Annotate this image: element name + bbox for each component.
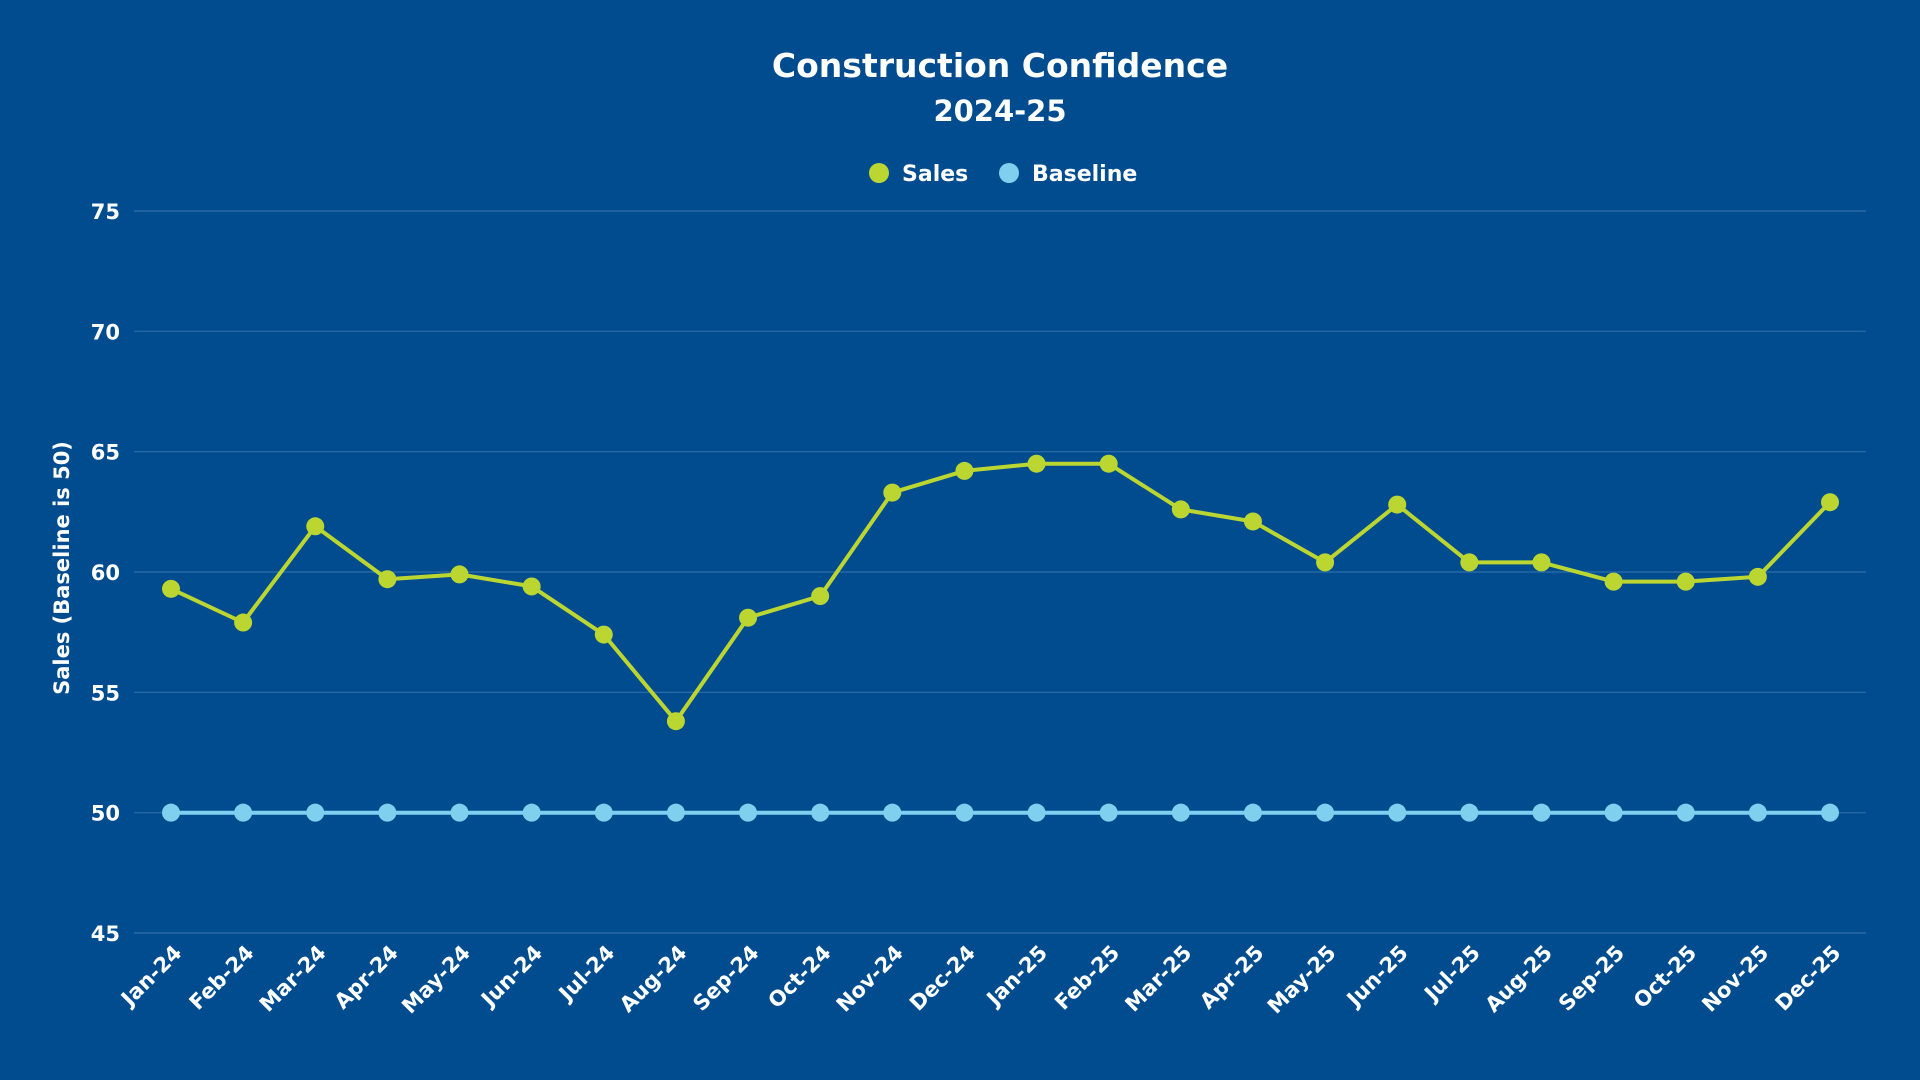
x-tick-label: Dec-25 [1771, 941, 1846, 1016]
x-tick-label: Jan-25 [981, 941, 1052, 1012]
sales-point [666, 712, 685, 731]
sales-point [883, 483, 902, 502]
sales-point [1171, 500, 1190, 519]
baseline-point [1676, 803, 1695, 822]
baseline-point [1243, 803, 1262, 822]
series-baseline [162, 803, 1839, 822]
y-tick-label: 75 [91, 200, 120, 224]
y-axis-label: Sales (Baseline is 50) [50, 441, 74, 695]
baseline-point [378, 803, 397, 822]
sales-point [162, 579, 180, 598]
legend: Sales Baseline [869, 162, 1137, 187]
x-tick-label: Feb-24 [185, 941, 259, 1015]
legend-marker-baseline [999, 163, 1019, 183]
legend-marker-sales [869, 163, 889, 183]
sales-point [1243, 512, 1262, 531]
x-tick-label: Jan-24 [115, 941, 186, 1012]
baseline-point [1532, 803, 1551, 822]
baseline-point [450, 803, 469, 822]
y-axis: 45 50 55 60 65 70 75 [91, 200, 120, 946]
baseline-point [739, 803, 758, 822]
baseline-point [1171, 803, 1190, 822]
sales-point [1099, 454, 1118, 473]
legend-item-sales: Sales [869, 162, 968, 187]
sales-point [1027, 454, 1046, 473]
x-tick-label: Mar-24 [255, 941, 331, 1017]
sales-point [378, 570, 397, 589]
gridlines [134, 210, 1866, 934]
sales-point [1821, 493, 1839, 512]
y-tick-label: 65 [91, 441, 120, 465]
x-tick-label: May-25 [1263, 941, 1341, 1019]
x-tick-label: Jul-25 [1418, 941, 1484, 1007]
x-tick-label: Sep-24 [688, 941, 763, 1016]
baseline-point [811, 803, 830, 822]
x-tick-label: Jun-25 [1341, 941, 1413, 1013]
sales-point [594, 625, 613, 644]
baseline-point [955, 803, 974, 822]
baseline-point [883, 803, 902, 822]
baseline-point [162, 803, 180, 822]
x-tick-label: Sep-25 [1554, 941, 1629, 1016]
x-tick-label: Aug-25 [1481, 941, 1558, 1018]
baseline-point [1460, 803, 1479, 822]
sales-point [739, 608, 758, 627]
sales-point [1604, 572, 1623, 591]
sales-point [955, 461, 974, 480]
legend-label-baseline: Baseline [1032, 162, 1137, 187]
x-tick-label: Oct-25 [1629, 941, 1701, 1013]
x-tick-label: Dec-24 [905, 941, 980, 1016]
x-tick-label: Apr-25 [1195, 941, 1268, 1014]
baseline-point [1821, 803, 1839, 822]
sales-point [234, 613, 253, 632]
x-tick-label: Jul-24 [553, 941, 619, 1007]
sales-point [1676, 572, 1695, 591]
baseline-point [306, 803, 325, 822]
y-tick-label: 55 [91, 681, 120, 705]
x-tick-label: Nov-25 [1697, 941, 1773, 1017]
x-tick-label: Feb-25 [1050, 941, 1124, 1015]
y-tick-label: 50 [91, 802, 120, 826]
legend-item-baseline: Baseline [999, 162, 1137, 187]
sales-point [811, 587, 830, 606]
baseline-point [1027, 803, 1046, 822]
baseline-point [594, 803, 613, 822]
sales-point [1532, 553, 1551, 572]
sales-point [450, 565, 469, 584]
x-tick-label: Nov-24 [832, 941, 908, 1017]
y-tick-label: 45 [91, 922, 120, 946]
sales-line [169, 461, 1832, 724]
baseline-point [1316, 803, 1335, 822]
baseline-point [1388, 803, 1407, 822]
baseline-point [1604, 803, 1623, 822]
baseline-point [1748, 803, 1767, 822]
legend-label-sales: Sales [902, 162, 968, 187]
x-tick-label: Mar-25 [1120, 941, 1196, 1017]
y-tick-label: 60 [91, 561, 120, 585]
sales-point [306, 517, 325, 536]
x-tick-label: Apr-24 [330, 941, 403, 1014]
baseline-point [234, 803, 253, 822]
series-sales [162, 454, 1839, 731]
y-tick-label: 70 [91, 320, 120, 344]
x-tick-label: Jun-24 [475, 941, 547, 1013]
series [162, 454, 1839, 822]
chart-title: Construction Confidence [772, 46, 1228, 85]
sales-point [1748, 567, 1767, 586]
sales-point [1388, 495, 1407, 514]
x-tick-label: Oct-24 [763, 941, 835, 1013]
sales-point [1316, 553, 1335, 572]
chart-subtitle: 2024-25 [933, 94, 1066, 128]
sales-point [522, 577, 541, 596]
baseline-point [1099, 803, 1118, 822]
sales-point [1460, 553, 1479, 572]
x-tick-label: May-24 [397, 941, 475, 1019]
x-tick-label: Aug-24 [615, 941, 692, 1018]
baseline-point [522, 803, 541, 822]
baseline-point [666, 803, 685, 822]
